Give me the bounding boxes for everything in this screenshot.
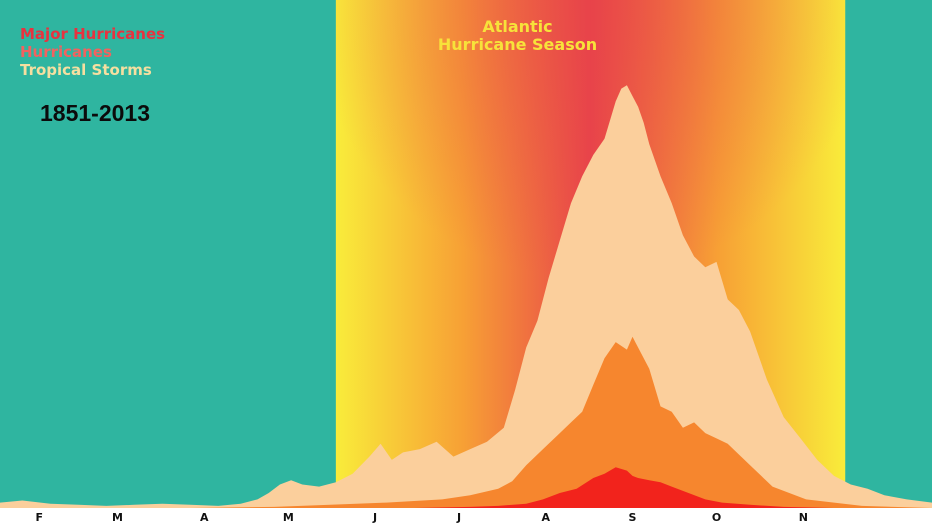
legend-item-tropical-storms: Tropical Storms	[20, 61, 152, 79]
area-major-hurricanes	[414, 467, 834, 508]
legend: Major Hurricanes Hurricanes Tropical Sto…	[20, 25, 165, 79]
x-tick-label: M	[112, 511, 123, 524]
legend-item-major-hurricanes: Major Hurricanes	[20, 25, 166, 43]
x-tick-label: A	[542, 511, 551, 524]
season-title: Atlantic Hurricane Season	[420, 18, 615, 54]
series-layer	[0, 85, 932, 509]
x-tick-label: O	[712, 511, 721, 524]
x-tick-label: J	[456, 511, 461, 524]
area-tropical-storms	[0, 85, 932, 509]
area-hurricanes	[190, 336, 932, 508]
period-label: 1851-2013	[40, 100, 150, 126]
x-tick-label: J	[372, 511, 377, 524]
season-title-line2: Hurricane Season	[437, 35, 598, 54]
season-title-line1: Atlantic	[482, 17, 553, 36]
x-axis-bar	[0, 508, 932, 524]
legend-item-hurricanes: Hurricanes	[20, 43, 112, 61]
x-tick-label: M	[283, 511, 294, 524]
x-tick-label: F	[35, 511, 43, 524]
x-tick-label: N	[799, 511, 808, 524]
x-tick-label: S	[629, 511, 637, 524]
x-tick-label: A	[200, 511, 209, 524]
